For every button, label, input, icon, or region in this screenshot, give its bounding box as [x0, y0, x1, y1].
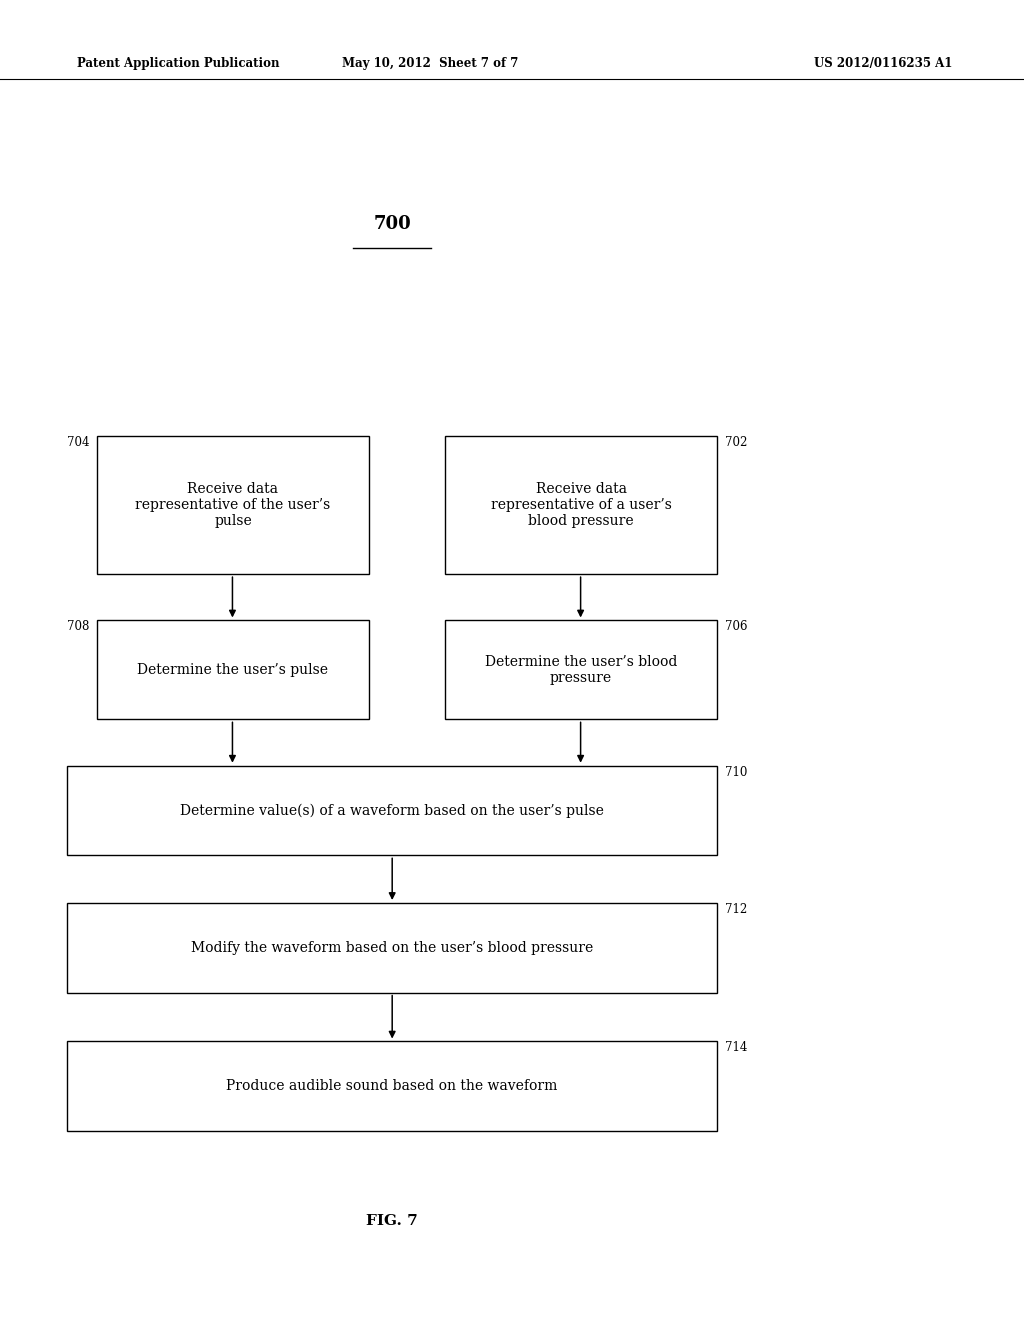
- Text: 712: 712: [725, 903, 748, 916]
- Text: 700: 700: [374, 215, 411, 234]
- Text: Determine value(s) of a waveform based on the user’s pulse: Determine value(s) of a waveform based o…: [180, 804, 603, 817]
- Text: FIG. 7: FIG. 7: [367, 1214, 418, 1228]
- Text: Produce audible sound based on the waveform: Produce audible sound based on the wavef…: [226, 1080, 557, 1093]
- Text: 714: 714: [725, 1041, 748, 1055]
- Text: May 10, 2012  Sheet 7 of 7: May 10, 2012 Sheet 7 of 7: [342, 57, 518, 70]
- Text: Determine the user’s blood
pressure: Determine the user’s blood pressure: [485, 655, 677, 685]
- Bar: [67, 903, 717, 993]
- Text: Receive data
representative of the user’s
pulse: Receive data representative of the user’…: [135, 482, 331, 528]
- Text: 710: 710: [725, 766, 748, 779]
- Text: 708: 708: [67, 620, 89, 634]
- Text: Modify the waveform based on the user’s blood pressure: Modify the waveform based on the user’s …: [190, 941, 593, 954]
- Text: Determine the user’s pulse: Determine the user’s pulse: [137, 663, 329, 677]
- Bar: [445, 620, 717, 719]
- Text: 704: 704: [67, 436, 89, 449]
- Bar: [97, 620, 369, 719]
- Bar: [97, 436, 369, 574]
- Bar: [67, 766, 717, 855]
- Text: US 2012/0116235 A1: US 2012/0116235 A1: [814, 57, 952, 70]
- Bar: [445, 436, 717, 574]
- Text: Receive data
representative of a user’s
blood pressure: Receive data representative of a user’s …: [490, 482, 672, 528]
- Text: Patent Application Publication: Patent Application Publication: [77, 57, 280, 70]
- Bar: [67, 1041, 717, 1131]
- Text: 706: 706: [725, 620, 748, 634]
- Text: 702: 702: [725, 436, 748, 449]
